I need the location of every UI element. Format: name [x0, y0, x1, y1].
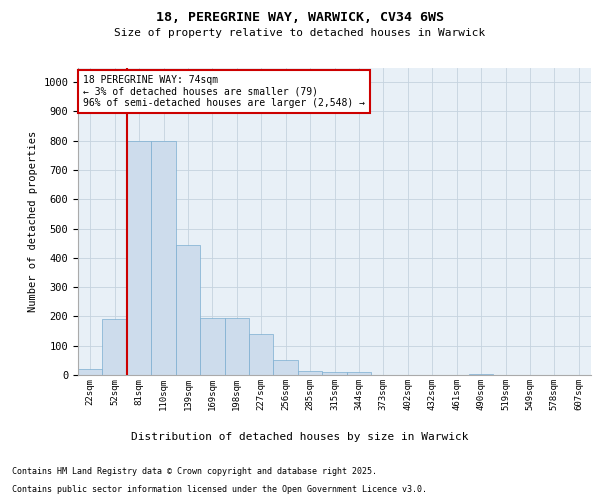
- Bar: [224, 318, 249, 375]
- Bar: [347, 372, 371, 375]
- Bar: [322, 372, 347, 375]
- Bar: [176, 244, 200, 375]
- Y-axis label: Number of detached properties: Number of detached properties: [28, 130, 38, 312]
- Bar: [249, 334, 274, 375]
- Text: 18, PEREGRINE WAY, WARWICK, CV34 6WS: 18, PEREGRINE WAY, WARWICK, CV34 6WS: [156, 11, 444, 24]
- Text: Contains HM Land Registry data © Crown copyright and database right 2025.: Contains HM Land Registry data © Crown c…: [12, 467, 377, 476]
- Bar: [78, 369, 103, 375]
- Text: Size of property relative to detached houses in Warwick: Size of property relative to detached ho…: [115, 28, 485, 38]
- Bar: [151, 140, 176, 375]
- Text: Distribution of detached houses by size in Warwick: Distribution of detached houses by size …: [131, 432, 469, 442]
- Bar: [298, 370, 322, 375]
- Bar: [469, 374, 493, 375]
- Text: Contains public sector information licensed under the Open Government Licence v3: Contains public sector information licen…: [12, 485, 427, 494]
- Bar: [274, 360, 298, 375]
- Bar: [103, 320, 127, 375]
- Bar: [127, 140, 151, 375]
- Bar: [200, 318, 224, 375]
- Text: 18 PEREGRINE WAY: 74sqm
← 3% of detached houses are smaller (79)
96% of semi-det: 18 PEREGRINE WAY: 74sqm ← 3% of detached…: [83, 75, 365, 108]
